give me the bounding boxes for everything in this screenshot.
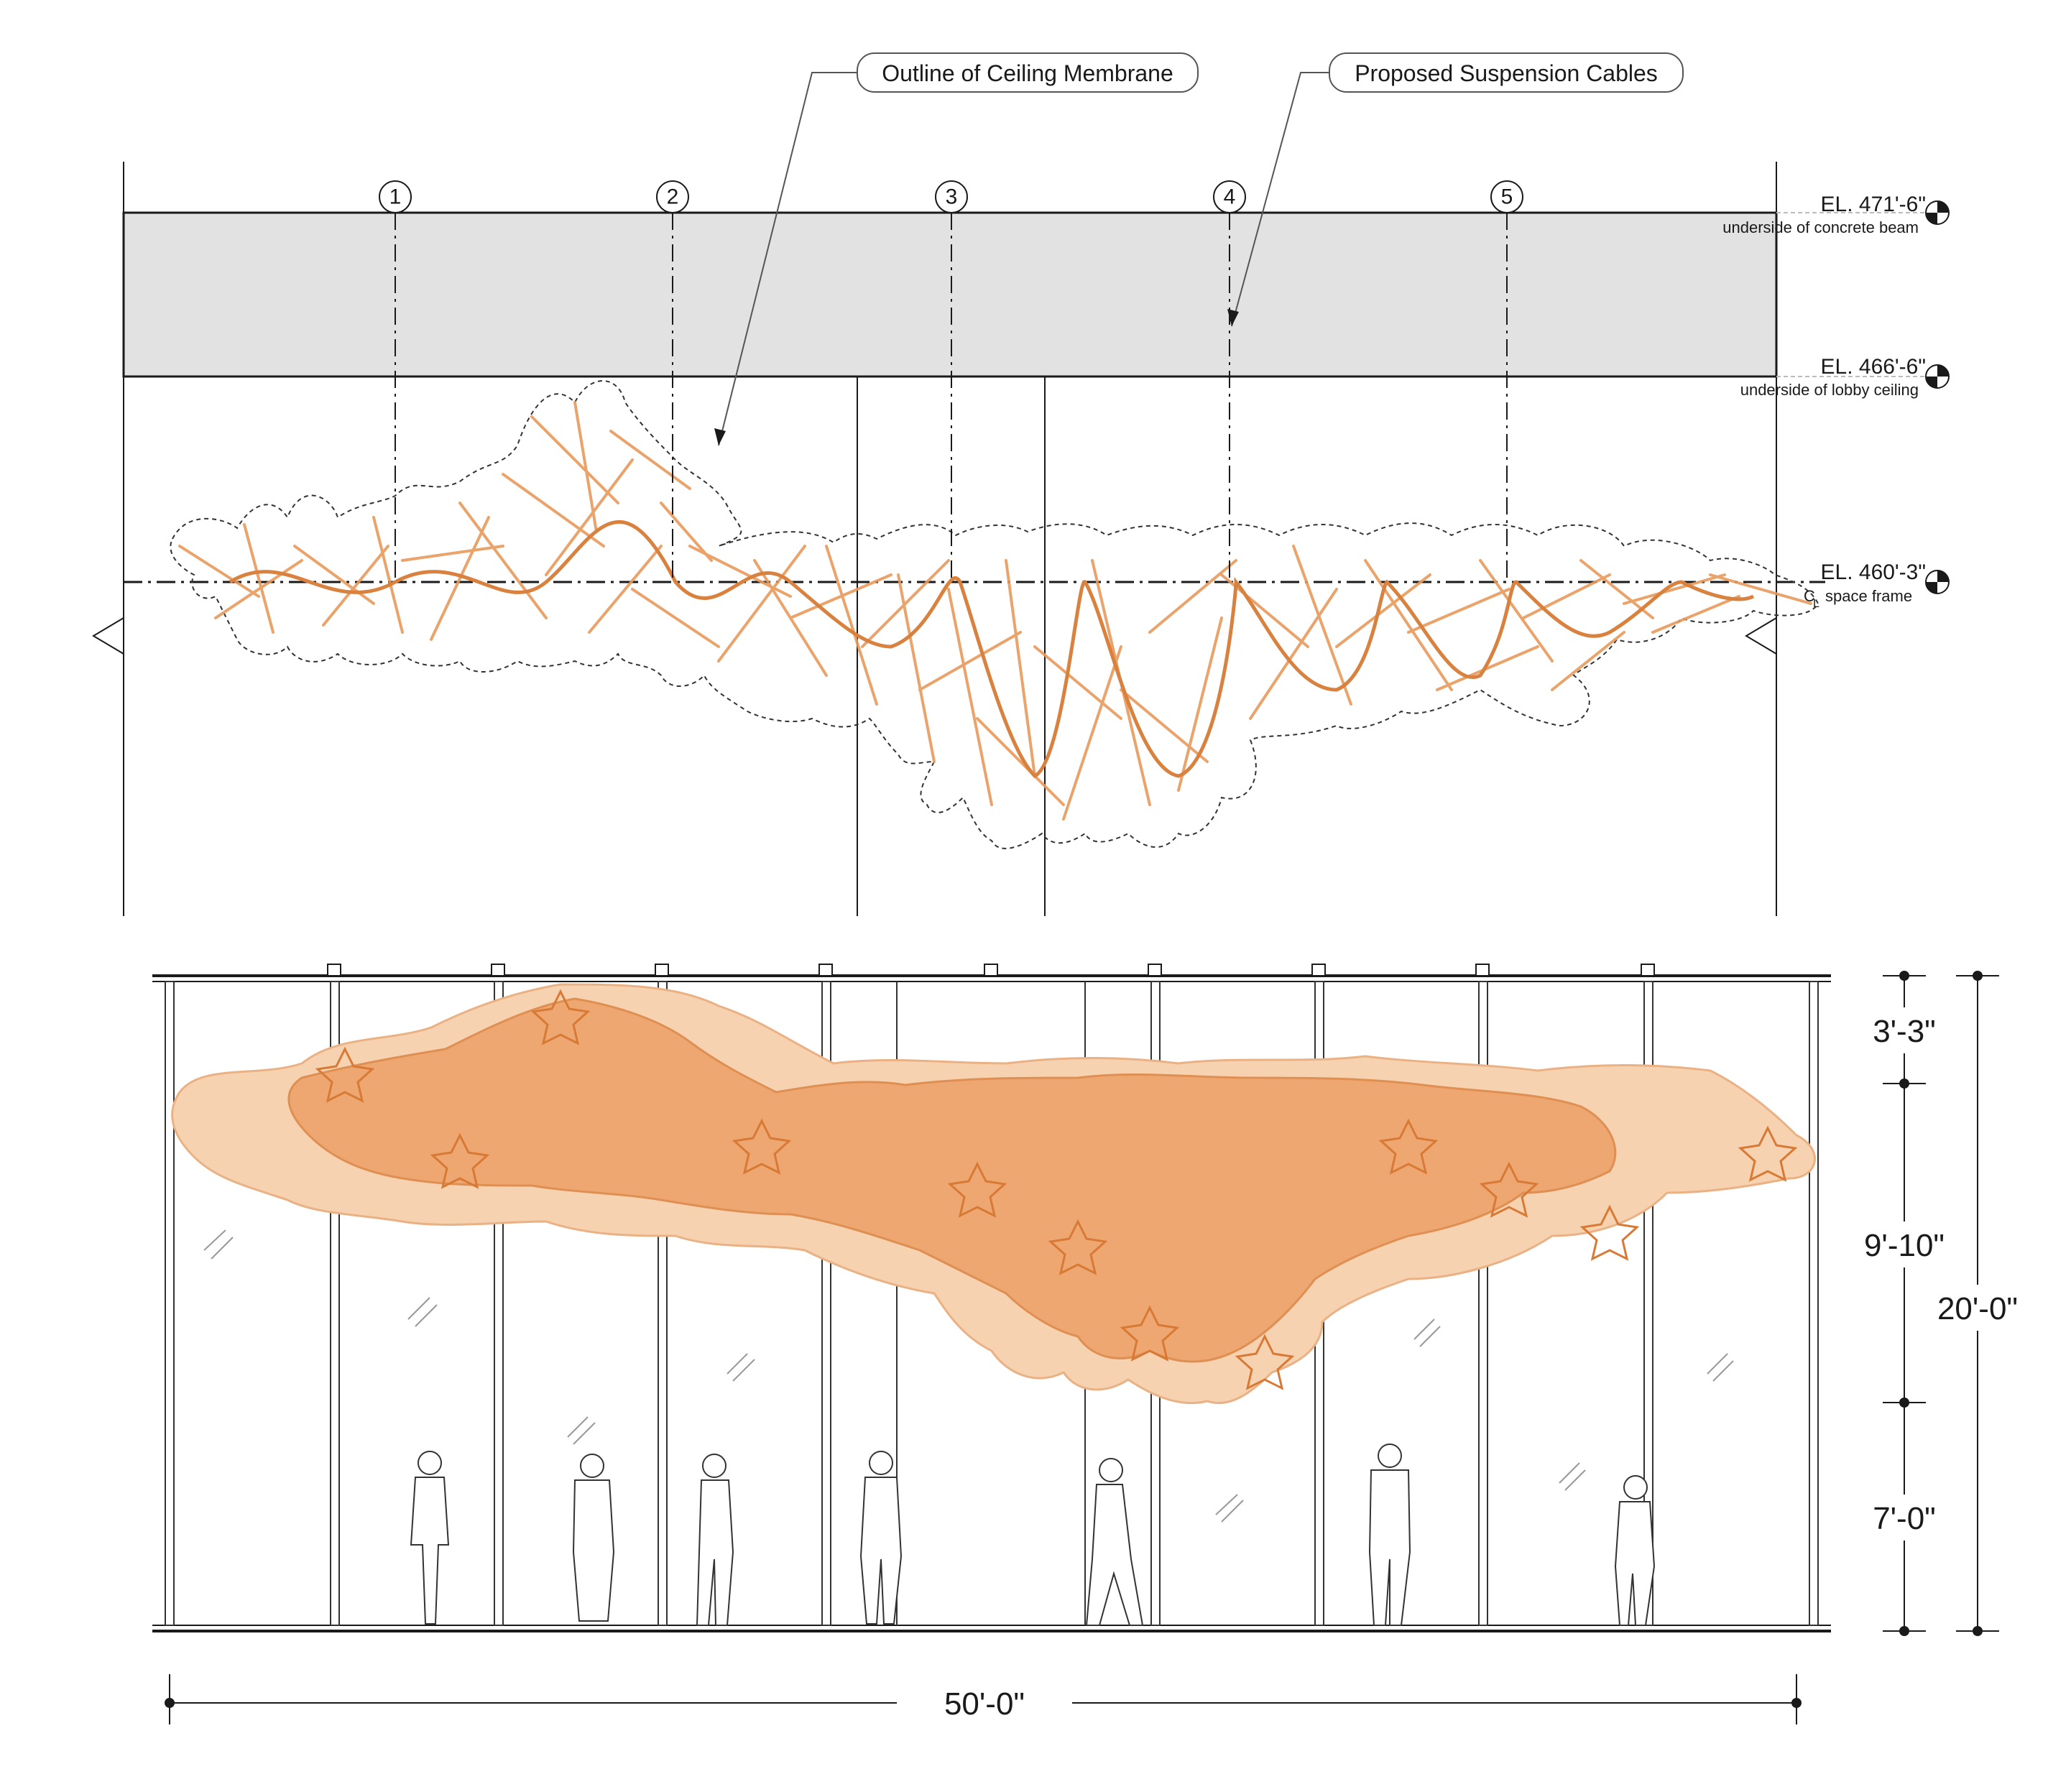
ceiling-elevation-label: EL. 466'-6" [1821,355,1926,379]
dimension-width-label: 50'-0" [944,1686,1025,1722]
elevation-view: 3'-3" 9'-10" 7'-0" 20'-0" 50'-0" [152,964,2025,1727]
frame-note-label: space frame [1825,587,1912,605]
arrowhead-icon [714,428,726,445]
person-figure [410,1451,450,1625]
section-view: 1 2 3 4 5 Outline of Ceiling Membrane Pr… [92,52,1950,916]
cloud-dark-layer [287,997,1617,1363]
people [410,1444,1656,1626]
membrane-curve [229,519,1755,779]
callout-cables: Proposed Suspension Cables [1227,52,1684,327]
grid-label-4: 4 [1224,185,1236,209]
star-modules [315,989,1798,1390]
grid-bubble-4: 4 [1213,180,1246,213]
beam-note-label: underside of concrete beam [1722,218,1919,236]
roof-stubs [327,964,1655,976]
frame-elevation-label: EL. 460'-3" [1821,560,1926,584]
beam-elevation-label: EL. 471'-6" [1821,193,1926,216]
ceiling-note-label: underside of lobby ceiling [1740,381,1919,399]
dimension-installation: 9'-10" [1864,1228,1945,1263]
grid-lines [395,213,1508,582]
right-break-symbol [1745,617,1777,668]
left-break-symbol [92,617,124,668]
person-figure [1085,1458,1144,1626]
grid-bubble-1: 1 [379,180,412,213]
grid-bubble-5: 5 [1490,180,1523,213]
centerline-mark-label: C [1804,587,1815,605]
callout-membrane: Outline of Ceiling Membrane [714,52,1199,446]
person-figure [696,1454,734,1626]
elevation-marker-ceiling: EL. 466'-6" underside of lobby ceiling [1740,355,1950,399]
elevation-marker-beam: EL. 471'-6" underside of concrete beam [1722,193,1950,236]
installation-cloud [171,983,1816,1405]
grid-label-2: 2 [667,185,679,209]
grid-label-1: 1 [389,185,402,209]
person-figure [572,1454,615,1622]
glass-glare-marks [203,1229,1734,1523]
membrane-outline [170,380,1819,849]
person-figure [859,1451,903,1625]
concrete-beam [122,211,1778,378]
membrane-sticks [178,401,1812,821]
person-figure [1368,1444,1411,1626]
elevation-marker-frame: EL. 460'-3" C L space frame [1804,560,1950,610]
grid-bubble-3: 3 [935,180,968,213]
callout-cables-label: Proposed Suspension Cables [1355,60,1658,86]
grid-bubble-2: 2 [656,180,689,213]
callout-membrane-label: Outline of Ceiling Membrane [882,60,1173,86]
dimension-total-height-label: 20'-0" [1937,1291,2018,1326]
dimension-top-gap: 3'-3" [1873,1014,1936,1049]
centerline-sub-label: L [1813,598,1819,610]
arrowhead-icon [1227,309,1239,326]
grid-label-5: 5 [1501,185,1513,209]
dimension-clearance: 7'-0" [1873,1501,1936,1536]
person-figure [1614,1475,1656,1626]
grid-label-3: 3 [946,185,958,209]
